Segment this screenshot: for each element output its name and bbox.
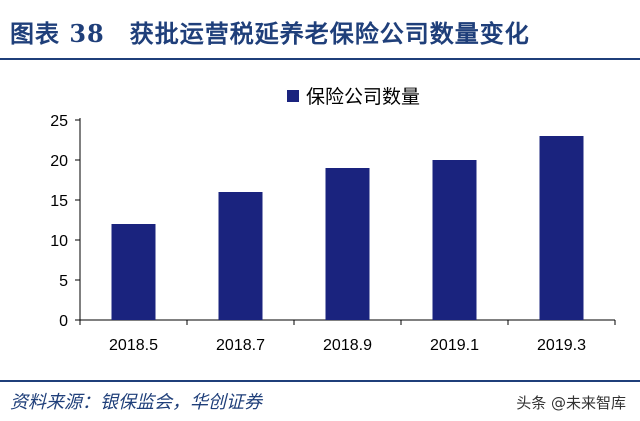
x-tick-label: 2018.9 bbox=[323, 337, 372, 354]
bar-chart: 保险公司数量 0 5 10 15 20 25 2018.5 2018.7 2018.9 2019… bbox=[50, 86, 616, 354]
y-tick-label: 20 bbox=[50, 153, 68, 170]
bars bbox=[111, 136, 584, 320]
y-tick-label: 0 bbox=[59, 313, 68, 330]
x-tick-label: 2018.5 bbox=[109, 337, 158, 354]
watermark: 头条 @未来智库 bbox=[516, 394, 626, 412]
y-tick-label: 25 bbox=[50, 113, 68, 130]
bar-2019.3 bbox=[539, 136, 584, 320]
title-divider bbox=[0, 58, 640, 60]
x-axis: 2018.5 2018.7 2018.9 2019.1 2019.3 bbox=[79, 319, 616, 354]
legend-swatch bbox=[287, 90, 299, 102]
x-tick-label: 2019.1 bbox=[430, 337, 479, 354]
source-note: 资料来源：银保监会，华创证券 bbox=[10, 392, 262, 413]
y-tick-label: 10 bbox=[50, 233, 68, 250]
x-tick-label: 2019.3 bbox=[537, 337, 586, 354]
y-tick-label: 5 bbox=[59, 273, 68, 290]
figure-title: 图表 38 获批运营税延养老保险公司数量变化 bbox=[10, 19, 530, 48]
title-bar: 图表 38 获批运营税延养老保险公司数量变化 bbox=[0, 0, 640, 62]
y-axis: 0 5 10 15 20 25 bbox=[50, 113, 81, 330]
bar-2018.9 bbox=[325, 168, 370, 320]
bar-2019.1 bbox=[432, 160, 477, 320]
legend: 保险公司数量 bbox=[287, 86, 420, 108]
bar-2018.7 bbox=[218, 192, 263, 320]
legend-label: 保险公司数量 bbox=[306, 86, 420, 108]
footer-divider bbox=[0, 380, 640, 382]
bar-2018.5 bbox=[111, 224, 156, 320]
x-tick-label: 2018.7 bbox=[216, 337, 265, 354]
y-tick-label: 15 bbox=[50, 193, 68, 210]
